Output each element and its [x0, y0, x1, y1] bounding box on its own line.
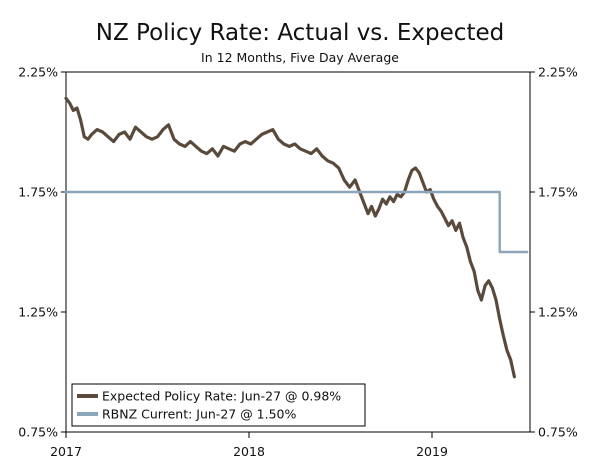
y-tick-label-right: 1.25% — [538, 305, 578, 320]
y-tick-label-left: 1.25% — [18, 305, 58, 320]
y-tick-label-left: 1.75% — [18, 185, 58, 200]
legend-label: Expected Policy Rate: Jun-27 @ 0.98% — [102, 389, 341, 404]
y-tick-label-right: 1.75% — [538, 185, 578, 200]
y-tick-label-right: 0.75% — [538, 425, 578, 440]
legend-label: RBNZ Current: Jun-27 @ 1.50% — [102, 407, 297, 422]
x-tick-label: 2017 — [50, 444, 82, 459]
y-tick-label-left: 2.25% — [18, 65, 58, 80]
y-tick-label-left: 0.75% — [18, 425, 58, 440]
expected-policy-rate-line — [64, 96, 517, 379]
x-tick-label: 2019 — [416, 444, 448, 459]
chart-title: NZ Policy Rate: Actual vs. Expected — [95, 20, 505, 46]
plot-frame — [65, 71, 531, 433]
chart-subtitle: In 12 Months, Five Day Average — [201, 50, 399, 65]
rbnz-current-line — [64, 190, 529, 254]
x-tick-label: 2018 — [233, 444, 265, 459]
legend-box — [71, 383, 366, 427]
y-tick-label-right: 2.25% — [538, 65, 578, 80]
